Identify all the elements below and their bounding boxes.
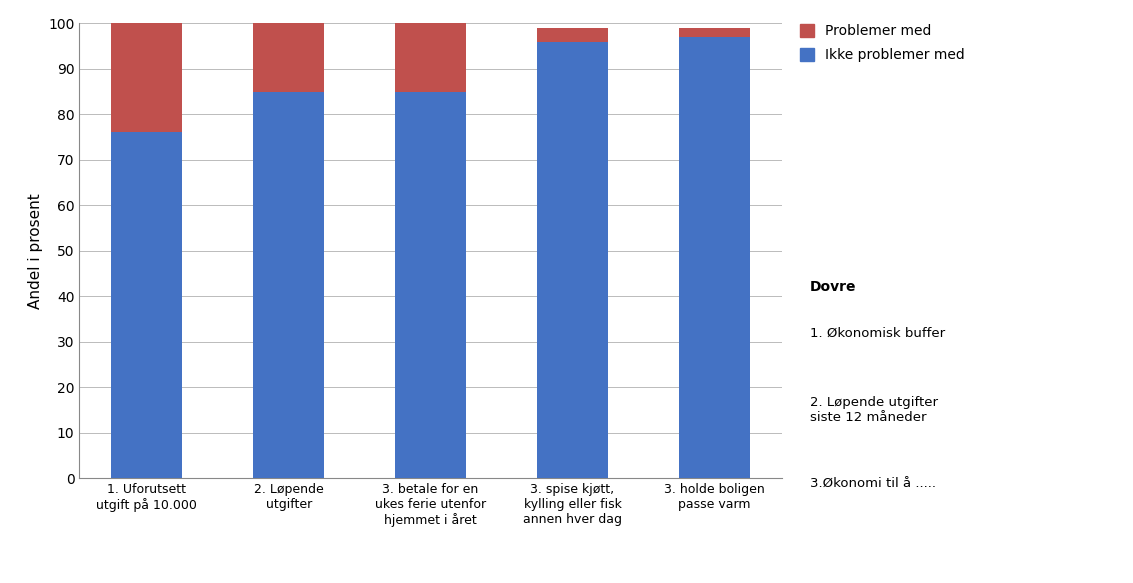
Bar	[395, 23, 466, 92]
Bar	[537, 28, 608, 41]
Y-axis label: Andel i prosent: Andel i prosent	[27, 193, 43, 308]
Text: 3.Økonomi til å .....: 3.Økonomi til å .....	[810, 478, 936, 491]
Text: Dovre: Dovre	[810, 280, 857, 294]
Bar	[537, 41, 608, 478]
Text: 1. Økonomisk buffer: 1. Økonomisk buffer	[810, 326, 945, 339]
Bar	[679, 37, 750, 478]
Bar	[395, 92, 466, 478]
Bar	[111, 132, 182, 478]
Bar	[111, 23, 182, 132]
Bar	[253, 23, 324, 92]
Legend: Problemer med, Ikke problemer med: Problemer med, Ikke problemer med	[800, 24, 965, 62]
Text: 2. Løpende utgifter
siste 12 måneder: 2. Løpende utgifter siste 12 måneder	[810, 396, 938, 424]
Bar	[679, 28, 750, 37]
Bar	[253, 92, 324, 478]
